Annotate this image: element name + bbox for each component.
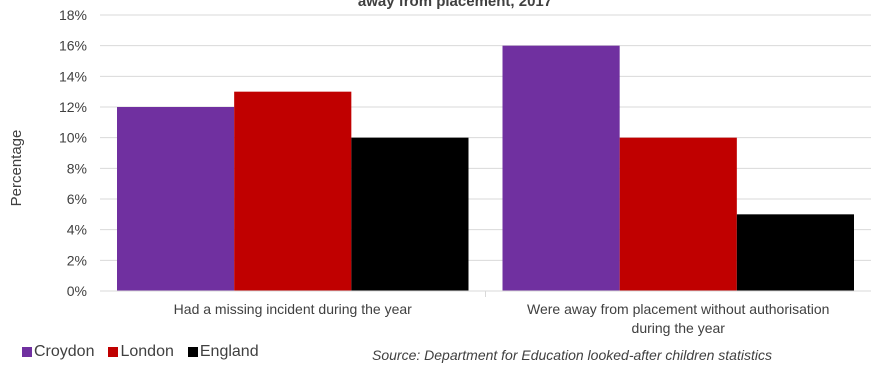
y-axis-label: Percentage — [8, 130, 25, 207]
legend-label: London — [120, 343, 174, 360]
y-tick-label: 14% — [59, 68, 87, 84]
legend-label: England — [199, 343, 259, 360]
y-tick-label: 8% — [67, 160, 87, 176]
y-tick-label: 10% — [59, 130, 87, 146]
legend-swatch — [187, 347, 198, 357]
source-note: Source: Department for Education looked-… — [372, 347, 772, 363]
y-tick-label: 18% — [59, 7, 87, 23]
bar-chart: away from placement, 2017 Percentage 0% 2… — [8, 0, 871, 336]
y-tick-label: 2% — [67, 252, 87, 268]
y-axis-ticks: 0% 2% 4% 6% 8% 10% 12% 14% 16% 18% — [59, 7, 87, 299]
y-tick-label: 0% — [67, 283, 87, 299]
bars — [117, 45, 854, 292]
x-axis-categories: Had a missing incident during the year We… — [174, 291, 829, 336]
bar-croydon-2 — [502, 45, 620, 291]
chart-title: away from placement, 2017 — [358, 0, 552, 10]
legend: Croydon London England — [22, 343, 259, 361]
bar-england-2 — [736, 214, 854, 291]
legend-swatch — [108, 347, 119, 357]
bar-england-1 — [351, 137, 469, 291]
y-tick-label: 4% — [67, 222, 87, 238]
legend-item-croydon: Croydon — [22, 343, 94, 361]
bar-london-1 — [234, 91, 352, 292]
y-tick-label: 6% — [67, 191, 87, 207]
x-category-label: Had a missing incident during the year — [174, 301, 412, 317]
legend-item-england: England — [187, 343, 259, 361]
bar-london-2 — [619, 137, 737, 291]
legend-swatch — [22, 347, 32, 357]
y-tick-label: 16% — [59, 38, 87, 54]
legend-label: Croydon — [34, 343, 95, 360]
bar-croydon-1 — [117, 107, 235, 291]
y-tick-label: 12% — [59, 99, 87, 115]
legend-item-london: London — [108, 343, 174, 361]
x-category-label: Were away from placement without authori… — [527, 301, 829, 336]
